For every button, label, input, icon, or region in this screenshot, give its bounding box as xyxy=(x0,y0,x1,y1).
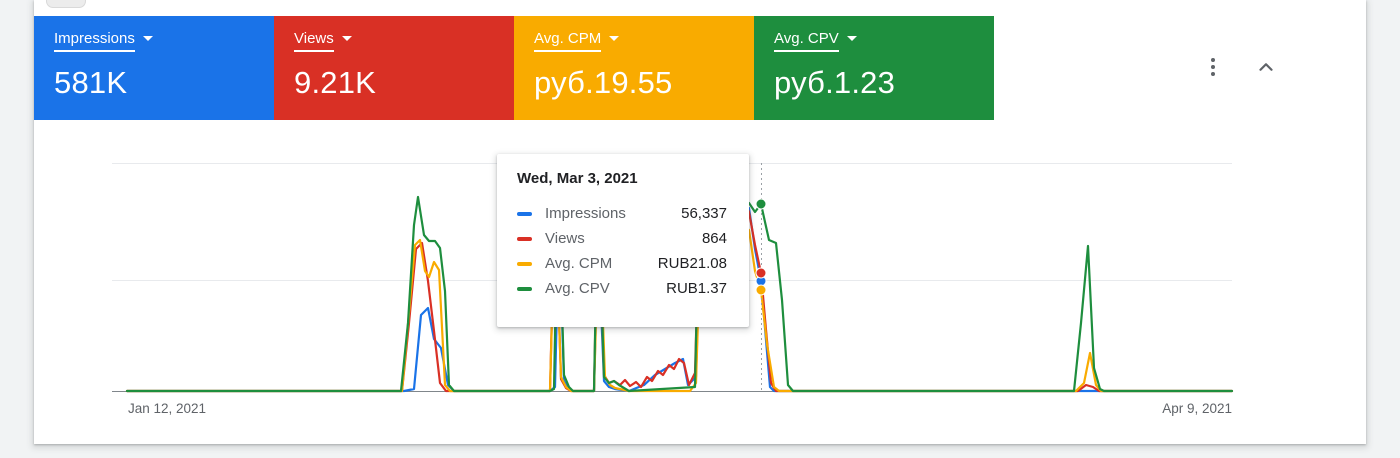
metric-label: Views xyxy=(294,30,334,52)
metric-selector-row: Impressions 581K Views 9.21K Avg. CPM ру… xyxy=(34,16,994,120)
series-color-dash xyxy=(517,261,532,266)
kebab-menu-icon xyxy=(1211,57,1215,78)
chart-tooltip: Wed, Mar 3, 2021 Impressions 56,337 View… xyxy=(497,154,749,327)
series-color-dash xyxy=(517,236,532,241)
tooltip-series-value: RUB21.08 xyxy=(657,255,727,272)
metric-card-impressions[interactable]: Impressions 581K xyxy=(34,16,274,120)
metric-dropdown: Avg. CPM xyxy=(534,29,734,52)
metric-dropdown: Views xyxy=(294,29,494,52)
dropdown-caret-icon xyxy=(142,36,153,41)
metric-card-avg-cpm[interactable]: Avg. CPM руб.19.55 xyxy=(514,16,754,120)
tooltip-series-label: Impressions xyxy=(545,205,626,222)
tooltip-series-label: Views xyxy=(545,230,585,247)
tooltip-series-value: RUB1.37 xyxy=(666,280,727,297)
metric-value: 581K xyxy=(54,65,128,100)
tooltip-date: Wed, Mar 3, 2021 xyxy=(517,170,638,187)
series-color-dash xyxy=(517,211,532,216)
chevron-up-icon xyxy=(1259,63,1273,71)
tooltip-series-label: Avg. CPV xyxy=(545,280,610,297)
tooltip-row: Avg. CPM RUB21.08 xyxy=(517,251,727,276)
metric-card-views[interactable]: Views 9.21K xyxy=(274,16,514,120)
dropdown-caret-icon xyxy=(609,36,620,41)
metric-value: 9.21K xyxy=(294,65,377,100)
metric-label: Avg. CPM xyxy=(534,30,602,52)
tooltip-series-value: 56,337 xyxy=(681,205,727,222)
tooltip-row: Impressions 56,337 xyxy=(517,201,727,226)
dropdown-caret-icon xyxy=(341,36,352,41)
metric-value: руб.1.23 xyxy=(774,65,896,100)
more-options-button[interactable] xyxy=(1193,47,1233,87)
dropdown-caret-icon xyxy=(846,36,857,41)
series-color-dash xyxy=(517,286,532,291)
tooltip-row: Avg. CPV RUB1.37 xyxy=(517,276,727,301)
x-axis-end-label: Apr 9, 2021 xyxy=(1162,401,1232,416)
x-axis-start-label: Jan 12, 2021 xyxy=(128,401,207,416)
metric-label: Impressions xyxy=(54,30,135,52)
tooltip-series-label: Avg. CPM xyxy=(545,255,613,272)
collapse-chart-button[interactable] xyxy=(1246,47,1286,87)
tooltip-series-value: 864 xyxy=(701,230,727,247)
cropped-element xyxy=(46,0,86,8)
metric-label: Avg. CPV xyxy=(774,30,839,52)
metric-dropdown: Impressions xyxy=(54,29,254,52)
metric-card-avg-cpv[interactable]: Avg. CPV руб.1.23 xyxy=(754,16,994,120)
metric-value: руб.19.55 xyxy=(534,65,673,100)
tooltip-row: Views 864 xyxy=(517,226,727,251)
metric-dropdown: Avg. CPV xyxy=(774,29,974,52)
